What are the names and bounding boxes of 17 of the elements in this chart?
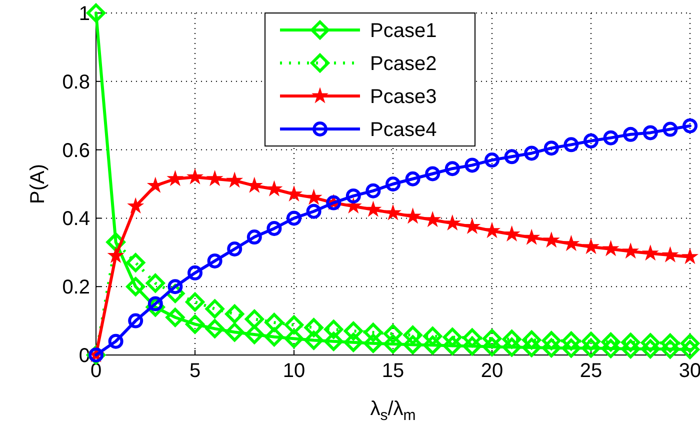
legend-label: Pcase2 bbox=[370, 53, 437, 75]
y-tick-label: 0.8 bbox=[62, 71, 90, 94]
x-tick-label: 30 bbox=[678, 360, 700, 382]
x-tick-label: 5 bbox=[189, 360, 201, 382]
x-axis-title: λ$_{s}$/λ$_{m}$ bbox=[370, 398, 416, 424]
x-tick-label: 20 bbox=[480, 360, 504, 382]
x-tick-label: 10 bbox=[282, 360, 306, 382]
legend-label: Pcase1 bbox=[370, 20, 437, 42]
x-tick-label: 15 bbox=[382, 360, 404, 382]
legend-label: Pcase3 bbox=[370, 86, 437, 108]
y-tick-label: 0.6 bbox=[62, 140, 90, 162]
y-tick-label: 0.4 bbox=[62, 208, 90, 230]
y-tick-label: 0.2 bbox=[62, 276, 90, 299]
y-axis-title: P(A) bbox=[27, 164, 49, 204]
legend-label: Pcase4 bbox=[370, 119, 437, 141]
y-tick-label: 1 bbox=[78, 3, 90, 25]
x-tick-label: 25 bbox=[580, 360, 602, 382]
